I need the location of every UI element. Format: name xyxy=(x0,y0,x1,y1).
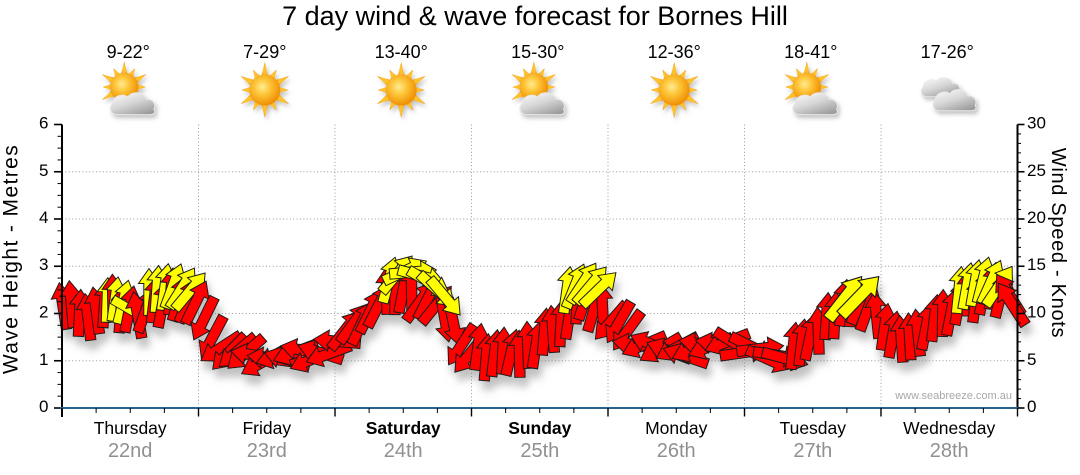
svg-text:10: 10 xyxy=(1027,303,1046,322)
svg-text:4: 4 xyxy=(39,208,48,227)
svg-text:9-22°: 9-22° xyxy=(107,42,150,62)
svg-text:7-29°: 7-29° xyxy=(243,42,286,62)
svg-text:17-26°: 17-26° xyxy=(921,42,974,62)
svg-text:1: 1 xyxy=(39,350,48,369)
svg-text:15: 15 xyxy=(1027,255,1046,274)
svg-text:30: 30 xyxy=(1027,114,1046,133)
svg-text:Sunday: Sunday xyxy=(508,418,571,438)
svg-text:Saturday: Saturday xyxy=(366,418,441,438)
svg-text:25th: 25th xyxy=(520,440,559,462)
svg-text:Wave Height - Metres: Wave Height - Metres xyxy=(0,144,23,374)
svg-text:6: 6 xyxy=(39,114,48,133)
svg-text:2: 2 xyxy=(39,303,48,322)
svg-text:0: 0 xyxy=(39,397,48,416)
svg-text:Wind Speed - Knots: Wind Speed - Knots xyxy=(1047,148,1069,338)
svg-text:22nd: 22nd xyxy=(108,440,153,462)
svg-text:18-41°: 18-41° xyxy=(784,42,837,62)
svg-text:15-30°: 15-30° xyxy=(511,42,564,62)
svg-text:Friday: Friday xyxy=(242,418,291,438)
svg-text:Monday: Monday xyxy=(645,418,708,438)
svg-text:Thursday: Thursday xyxy=(94,418,167,438)
svg-text:27th: 27th xyxy=(793,440,832,462)
svg-text:Wednesday: Wednesday xyxy=(903,418,995,438)
svg-text:3: 3 xyxy=(39,255,48,274)
svg-text:25: 25 xyxy=(1027,161,1046,180)
svg-text:24th: 24th xyxy=(384,440,423,462)
svg-text:5: 5 xyxy=(1027,350,1036,369)
svg-text:0: 0 xyxy=(1027,397,1036,416)
svg-text:5: 5 xyxy=(39,161,48,180)
svg-text:23rd: 23rd xyxy=(247,440,287,462)
svg-text:Tuesday: Tuesday xyxy=(780,418,847,438)
svg-text:26th: 26th xyxy=(657,440,696,462)
svg-text:7 day wind & wave forecast for: 7 day wind & wave forecast for Bornes Hi… xyxy=(282,1,788,31)
svg-text:www.seabreeze.com.au: www.seabreeze.com.au xyxy=(894,390,1012,402)
svg-text:28th: 28th xyxy=(930,440,969,462)
svg-text:20: 20 xyxy=(1027,208,1046,227)
svg-text:13-40°: 13-40° xyxy=(375,42,428,62)
svg-text:12-36°: 12-36° xyxy=(648,42,701,62)
